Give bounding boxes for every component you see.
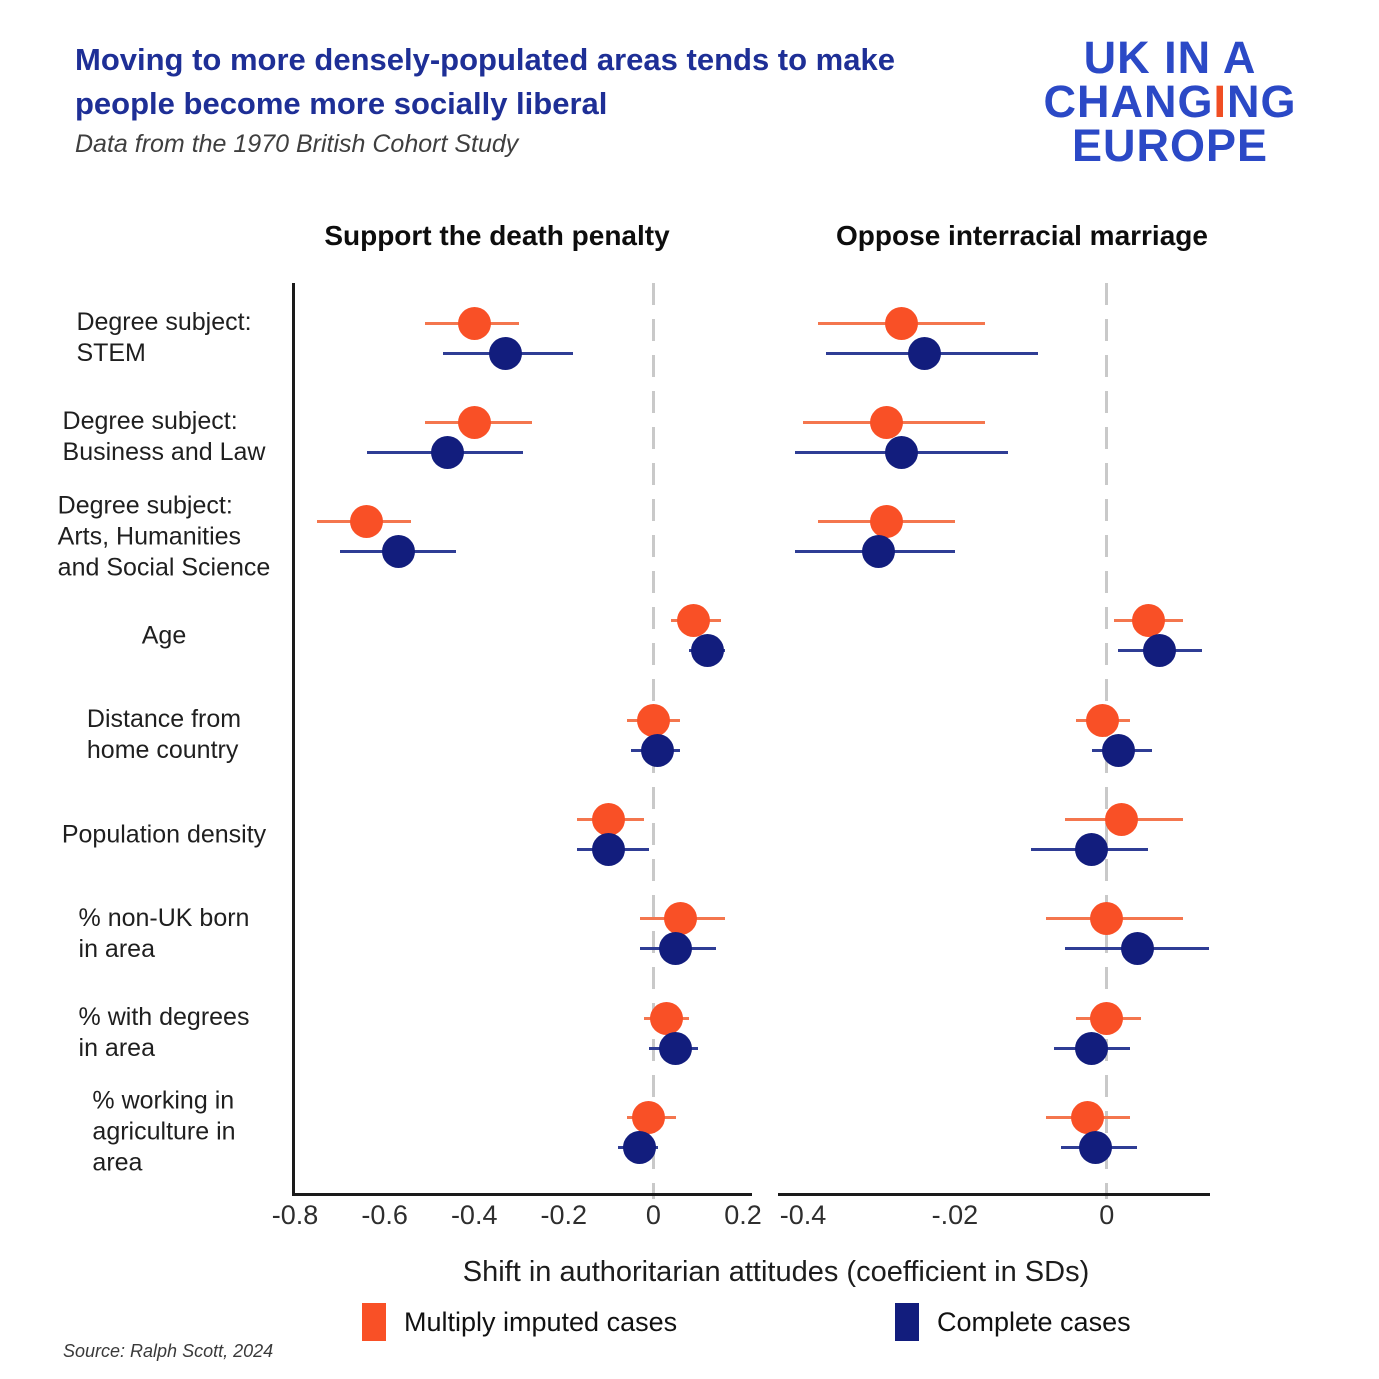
multiply-imputed-estimate-dot bbox=[1090, 902, 1124, 936]
complete-estimate-dot bbox=[592, 833, 626, 866]
panel-support-death-penalty: -0.8 -0.6 -0.4 -0.2 0 0.2 bbox=[272, 283, 762, 1230]
page-subtitle: Data from the 1970 British Cohort Study bbox=[75, 130, 519, 158]
complete-estimate-dot bbox=[885, 435, 919, 469]
category-label-text: Age bbox=[141, 621, 187, 650]
logo-text-segment: EUROPE bbox=[1071, 120, 1269, 171]
multiply-imputed-estimate-dot bbox=[1105, 803, 1139, 836]
multiply-imputed-estimate-dot bbox=[457, 405, 491, 439]
legend-item-complete-cases: Complete cases bbox=[895, 1303, 1131, 1341]
category-label: Age bbox=[40, 620, 288, 651]
complete-estimate-dot bbox=[1120, 932, 1154, 966]
x-tick-label: 0 bbox=[645, 1200, 661, 1230]
complete-estimate-dot bbox=[690, 634, 724, 668]
category-label-text: Distance from home country bbox=[86, 705, 242, 765]
x-tick-label: -0.2 bbox=[540, 1200, 588, 1230]
page-title-line-2: people become more socially liberal bbox=[75, 86, 608, 121]
category-label-text: Degree subject: STEM bbox=[76, 308, 252, 367]
legend-swatch-multiply-imputed bbox=[362, 1303, 386, 1341]
complete-estimate-dot bbox=[1143, 634, 1177, 668]
complete-estimate-dot bbox=[1101, 733, 1135, 767]
category-label: Distance from home country bbox=[40, 704, 288, 766]
complete-estimate-dot bbox=[659, 1031, 693, 1065]
panel-title-left: Support the death penalty bbox=[324, 220, 670, 251]
category-label-text: Degree subject: Arts, Humanities and Socia… bbox=[57, 491, 271, 582]
x-tick-label: 0 bbox=[1099, 1200, 1115, 1230]
panel-oppose-interracial-marriage: -0.4 -.02 0 bbox=[778, 283, 1210, 1230]
legend-label-multiply-imputed: Multiply imputed cases bbox=[404, 1307, 678, 1337]
x-tick-label: -0.8 bbox=[271, 1200, 319, 1230]
legend-label-complete-cases: Complete cases bbox=[937, 1307, 1131, 1337]
logo-text-segment: I bbox=[1213, 76, 1227, 127]
complete-estimate-dot bbox=[1075, 1031, 1109, 1065]
legend-swatch-complete-cases bbox=[895, 1303, 919, 1341]
complete-estimate-dot bbox=[430, 435, 464, 469]
category-label: % with degrees in area bbox=[40, 1002, 288, 1064]
category-label-text: % non-UK born in area bbox=[78, 903, 250, 963]
category-label: % non-UK born in area bbox=[40, 903, 288, 965]
multiply-imputed-estimate-dot bbox=[350, 505, 384, 539]
multiply-imputed-estimate-dot bbox=[457, 306, 491, 340]
category-label-text: Population density bbox=[61, 820, 267, 848]
source-text: Source: Ralph Scott, 2024 bbox=[63, 1341, 274, 1361]
x-tick-label: -0.4 bbox=[450, 1200, 498, 1230]
category-label: Degree subject: Business and Law bbox=[40, 406, 288, 468]
x-axis-title: Shift in authoritarian attitudes (coeffi… bbox=[462, 1256, 1090, 1288]
x-tick-label: -0.4 bbox=[779, 1200, 827, 1230]
legend-item-multiply-imputed: Multiply imputed cases bbox=[362, 1303, 677, 1341]
logo-line-1: CHANGING bbox=[1020, 79, 1320, 124]
logo-text-segment: UK IN A bbox=[1083, 32, 1257, 83]
multiply-imputed-estimate-dot bbox=[592, 803, 626, 836]
complete-estimate-dot bbox=[381, 535, 415, 569]
category-label-text: % with degrees in area bbox=[78, 1003, 250, 1063]
multiply-imputed-estimate-dot bbox=[870, 405, 904, 439]
complete-estimate-dot bbox=[1078, 1130, 1112, 1164]
complete-estimate-dot bbox=[1075, 833, 1109, 866]
complete-estimate-dot bbox=[489, 336, 523, 370]
complete-estimate-dot bbox=[641, 733, 675, 767]
multiply-imputed-estimate-dot bbox=[677, 604, 711, 638]
complete-estimate-dot bbox=[623, 1130, 657, 1164]
multiply-imputed-estimate-dot bbox=[1090, 1001, 1124, 1035]
category-label: % working in agriculture in area bbox=[40, 1086, 288, 1179]
multiply-imputed-estimate-dot bbox=[663, 902, 697, 936]
category-label: Degree subject: Arts, Humanities and Socia… bbox=[40, 490, 288, 583]
multiply-imputed-estimate-dot bbox=[632, 1100, 666, 1134]
multiply-imputed-estimate-dot bbox=[650, 1001, 684, 1035]
logo-text-segment: NG bbox=[1227, 76, 1297, 127]
multiply-imputed-estimate-dot bbox=[636, 703, 670, 737]
page-title: Moving to more densely-populated areas t… bbox=[75, 38, 995, 126]
page-title-line-1: Moving to more densely-populated areas t… bbox=[75, 42, 895, 77]
complete-estimate-dot bbox=[862, 535, 896, 569]
multiply-imputed-estimate-dot bbox=[1132, 604, 1165, 638]
panel-title-right: Oppose interracial marriage bbox=[836, 220, 1208, 251]
uk-in-a-changing-europe-logo: UK IN A CHANGING EUROPE bbox=[1020, 35, 1320, 168]
multiply-imputed-estimate-dot bbox=[885, 306, 919, 340]
logo-text-segment: CHANG bbox=[1043, 76, 1214, 127]
x-tick-label: 0.2 bbox=[724, 1200, 762, 1230]
category-label-text: Degree subject: Business and Law bbox=[62, 407, 266, 467]
multiply-imputed-estimate-dot bbox=[1071, 1100, 1105, 1134]
x-tick-label: -0.6 bbox=[361, 1200, 408, 1230]
category-label-text: % working in agriculture in area bbox=[92, 1086, 236, 1177]
complete-estimate-dot bbox=[659, 932, 693, 966]
complete-estimate-dot bbox=[908, 336, 942, 370]
x-tick-label: -.02 bbox=[931, 1200, 979, 1230]
logo-line-2: EUROPE bbox=[1020, 123, 1320, 168]
category-label: Population density bbox=[40, 819, 288, 850]
logo-line-0: UK IN A bbox=[1020, 35, 1320, 80]
category-label: Degree subject: STEM bbox=[40, 307, 288, 369]
multiply-imputed-estimate-dot bbox=[1086, 703, 1120, 737]
category-axis-labels: Degree subject: STEM Degree subject: Busine… bbox=[40, 283, 288, 1193]
multiply-imputed-estimate-dot bbox=[870, 505, 904, 539]
